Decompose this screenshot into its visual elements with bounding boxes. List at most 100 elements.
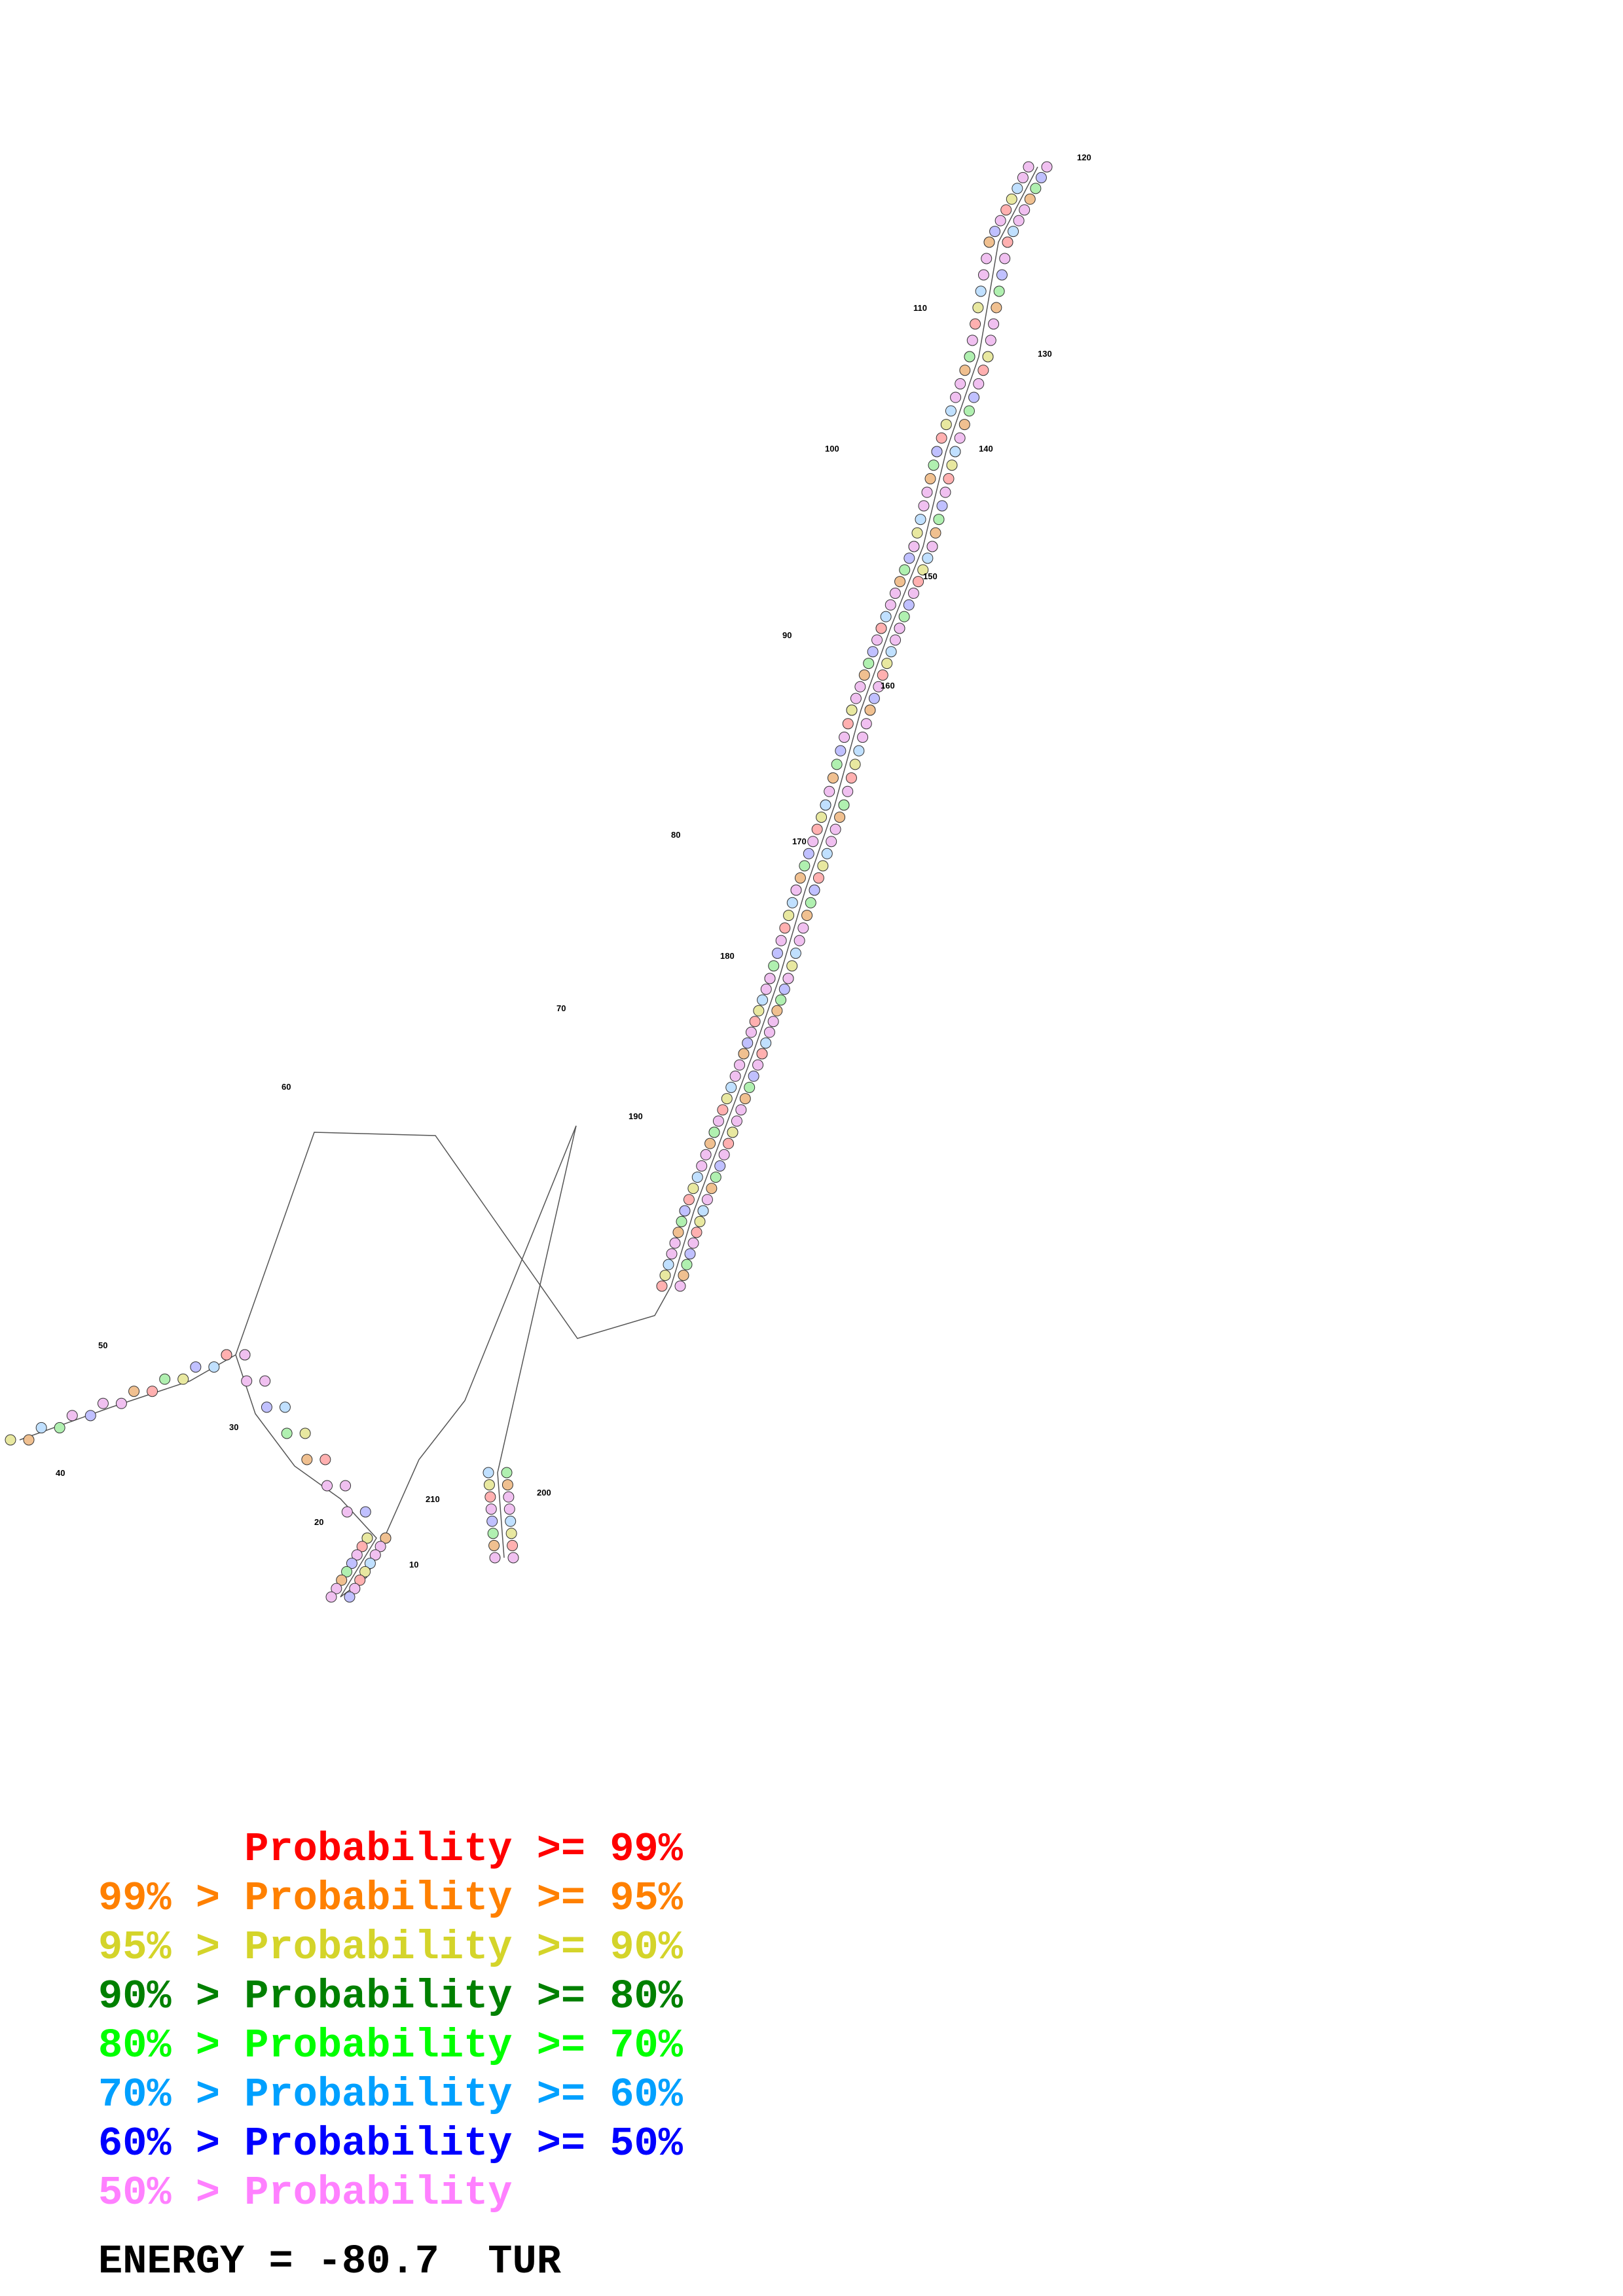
nucleotide bbox=[830, 823, 841, 835]
nucleotide bbox=[817, 860, 829, 872]
nucleotide bbox=[147, 1386, 158, 1397]
nucleotide bbox=[727, 1126, 739, 1138]
nucleotide bbox=[484, 1491, 496, 1503]
nucleotide bbox=[710, 1172, 721, 1183]
nucleotide bbox=[816, 812, 828, 823]
position-label: 200 bbox=[537, 1488, 551, 1498]
nucleotide bbox=[696, 1160, 708, 1172]
position-label: 100 bbox=[825, 444, 839, 454]
nucleotide bbox=[790, 884, 802, 896]
nucleotide bbox=[54, 1422, 65, 1433]
nucleotide bbox=[190, 1361, 202, 1373]
nucleotide bbox=[966, 334, 978, 346]
nucleotide bbox=[970, 318, 981, 330]
nucleotide bbox=[757, 994, 769, 1006]
nucleotide bbox=[483, 1467, 494, 1479]
nucleotide bbox=[917, 564, 929, 576]
position-label: 110 bbox=[913, 303, 927, 313]
nucleotide bbox=[864, 704, 876, 716]
nucleotide bbox=[943, 473, 955, 484]
nucleotide bbox=[993, 285, 1005, 297]
nucleotide bbox=[659, 1270, 671, 1282]
nucleotide bbox=[744, 1081, 756, 1093]
nucleotide bbox=[501, 1479, 513, 1491]
nucleotide bbox=[177, 1373, 189, 1385]
nucleotide bbox=[985, 334, 996, 346]
nucleotide bbox=[875, 622, 887, 634]
nucleotide bbox=[921, 486, 933, 498]
nucleotide bbox=[672, 1227, 684, 1238]
nucleotide bbox=[803, 848, 814, 859]
nucleotide bbox=[996, 269, 1008, 281]
nucleotide bbox=[827, 772, 839, 784]
nucleotide bbox=[351, 1549, 363, 1561]
position-labels: 10 20 30 40 50 60 70 80 90 100 110 120 130 140 150 160 1… bbox=[56, 152, 1091, 1570]
nucleotide bbox=[880, 611, 892, 622]
nucleotide bbox=[346, 1558, 357, 1570]
nucleotide bbox=[903, 552, 915, 564]
nucleotide bbox=[1013, 215, 1025, 226]
nucleotide bbox=[973, 378, 985, 389]
nucleotide bbox=[261, 1401, 272, 1413]
nucleotide bbox=[356, 1541, 368, 1552]
position-label: 10 bbox=[409, 1560, 418, 1570]
nucleotide bbox=[687, 1237, 699, 1249]
nucleotide bbox=[936, 500, 948, 512]
nucleotide bbox=[989, 226, 1001, 238]
nucleotide bbox=[767, 1016, 779, 1028]
nucleotide bbox=[857, 731, 869, 743]
nucleotide bbox=[683, 1194, 695, 1206]
nucleotide bbox=[128, 1386, 140, 1397]
nucleotide bbox=[731, 1115, 742, 1127]
nucleotide bbox=[954, 432, 966, 444]
nucleotide bbox=[753, 1005, 765, 1016]
nucleotide bbox=[488, 1539, 500, 1551]
nucleotide bbox=[790, 947, 801, 959]
nucleotide bbox=[676, 1215, 687, 1227]
nucleotide bbox=[801, 910, 813, 922]
nucleotide bbox=[1008, 226, 1019, 238]
nucleotide bbox=[723, 1138, 735, 1149]
position-label: 180 bbox=[720, 951, 735, 961]
nucleotide bbox=[775, 935, 787, 946]
nucleotide bbox=[669, 1237, 681, 1249]
nucleotide bbox=[678, 1270, 689, 1282]
nucleotide bbox=[854, 681, 866, 692]
nucleotide bbox=[299, 1427, 311, 1439]
position-label: 90 bbox=[782, 630, 792, 640]
nucleotide bbox=[279, 1401, 291, 1413]
nucleotide bbox=[949, 446, 961, 457]
nucleotide bbox=[1035, 171, 1047, 183]
nucleotide bbox=[842, 785, 854, 797]
nucleotide bbox=[84, 1410, 96, 1422]
nucleotide bbox=[717, 1104, 729, 1116]
nucleotide bbox=[963, 405, 975, 417]
nucleotide bbox=[239, 1349, 251, 1361]
nucleotide bbox=[782, 973, 794, 984]
nucleotide bbox=[341, 1566, 353, 1577]
nucleotide bbox=[959, 365, 971, 376]
nucleotide bbox=[1002, 236, 1013, 248]
legend-row: 60% > Probability >= 50% bbox=[98, 2121, 683, 2167]
nucleotide bbox=[483, 1479, 495, 1491]
nucleotide bbox=[115, 1397, 127, 1409]
nucleotide bbox=[663, 1259, 674, 1270]
nucleotide bbox=[725, 1081, 737, 1093]
nucleotide bbox=[700, 1149, 712, 1160]
nucleotide bbox=[831, 759, 843, 770]
nucleotide bbox=[679, 1205, 691, 1217]
nucleotide bbox=[918, 500, 930, 512]
nucleotide bbox=[805, 897, 816, 908]
nucleotide bbox=[691, 1172, 703, 1183]
nucleotide bbox=[23, 1434, 35, 1446]
nucleotide bbox=[681, 1259, 693, 1270]
nucleotide bbox=[259, 1375, 271, 1387]
nucleotide bbox=[968, 391, 980, 403]
nucleotide bbox=[809, 884, 820, 896]
nucleotide bbox=[922, 552, 934, 564]
nucleotide bbox=[779, 922, 791, 934]
nucleotide bbox=[915, 514, 926, 526]
nucleotide bbox=[745, 1026, 757, 1038]
position-label: 130 bbox=[1038, 349, 1052, 359]
nucleotide bbox=[241, 1375, 253, 1387]
